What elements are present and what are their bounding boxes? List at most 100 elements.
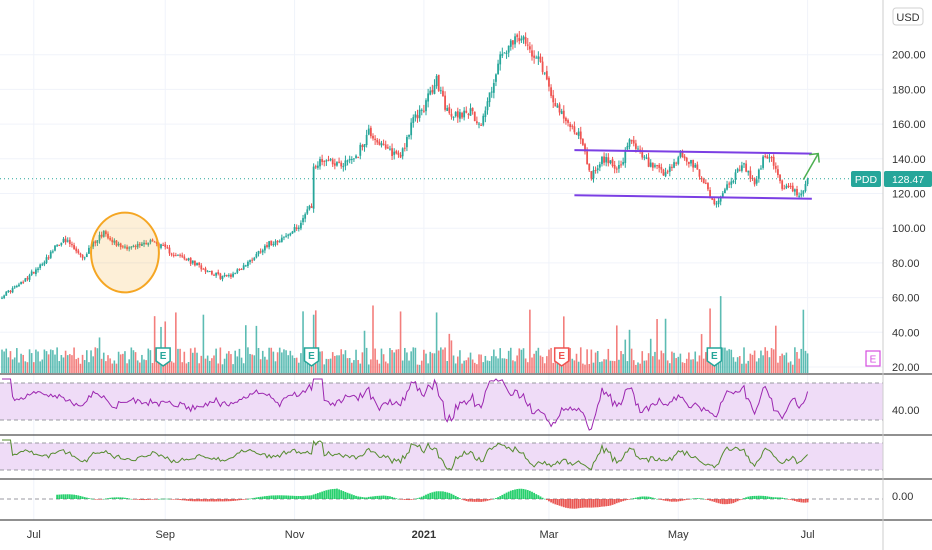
candle-body bbox=[598, 164, 601, 168]
macd-bar bbox=[660, 499, 663, 500]
volume-bar bbox=[348, 358, 351, 373]
candle-body bbox=[613, 164, 616, 169]
macd-bar bbox=[393, 497, 396, 499]
volume-bar bbox=[495, 356, 497, 373]
candle-body bbox=[147, 242, 150, 245]
candle-body bbox=[664, 172, 667, 177]
volume-bar bbox=[459, 350, 461, 373]
channel-upper-line[interactable] bbox=[574, 149, 812, 155]
earnings-marker-label: E bbox=[711, 351, 718, 362]
osc-line bbox=[2, 439, 808, 471]
volume-bar bbox=[645, 360, 648, 373]
macd-bar bbox=[115, 497, 118, 499]
candle-body bbox=[531, 50, 533, 57]
volume-bar bbox=[465, 360, 468, 373]
volume-bar bbox=[155, 354, 158, 373]
candle-body bbox=[83, 257, 86, 259]
macd-bar bbox=[166, 498, 169, 500]
candle-body bbox=[427, 93, 430, 102]
volume-bar bbox=[26, 362, 29, 373]
channel-lower-line[interactable] bbox=[574, 194, 812, 200]
candle-body bbox=[435, 76, 438, 87]
candle-body bbox=[225, 274, 228, 276]
candle-body bbox=[448, 107, 451, 114]
macd-bar bbox=[227, 499, 230, 502]
macd-bar bbox=[605, 499, 608, 507]
candle-body bbox=[11, 288, 14, 293]
candle-body bbox=[244, 265, 247, 267]
volume-bar bbox=[592, 362, 595, 373]
macd-bar bbox=[755, 495, 758, 499]
candle-body bbox=[634, 143, 637, 149]
macd-bar bbox=[121, 497, 124, 499]
volume-bar bbox=[13, 357, 16, 373]
candle-body bbox=[247, 261, 249, 266]
earnings-marker-label: E bbox=[558, 351, 565, 362]
macd-bar bbox=[626, 499, 629, 500]
candle-body bbox=[626, 145, 629, 150]
macd-bar bbox=[204, 499, 207, 502]
candle-body bbox=[3, 295, 6, 298]
volume-bar bbox=[259, 359, 262, 373]
candle-body bbox=[272, 244, 275, 246]
arrow-shaft bbox=[802, 153, 819, 180]
volume-bar bbox=[208, 360, 211, 373]
candle-body bbox=[505, 52, 508, 54]
volume-bar bbox=[321, 351, 323, 373]
macd-bar bbox=[450, 493, 453, 499]
candle-body bbox=[234, 273, 237, 275]
macd-tick-label: 0.00 bbox=[892, 491, 913, 503]
candle-body bbox=[304, 214, 307, 219]
volume-bar bbox=[552, 362, 554, 373]
candle-body bbox=[194, 260, 196, 266]
volume-bar bbox=[758, 358, 760, 373]
projection-arrow[interactable] bbox=[802, 152, 820, 180]
candle-body bbox=[609, 160, 612, 164]
macd-bar bbox=[565, 499, 567, 508]
candle-body bbox=[336, 162, 338, 166]
volume-bar bbox=[308, 359, 311, 373]
candle-body bbox=[227, 275, 230, 277]
candle-body bbox=[283, 236, 285, 238]
macd-bar bbox=[170, 499, 173, 500]
earnings-marker-shape bbox=[155, 347, 171, 367]
macd-bar bbox=[588, 499, 591, 508]
candle-body bbox=[743, 163, 745, 165]
macd-bar bbox=[526, 490, 529, 499]
volume-bar bbox=[37, 351, 39, 373]
macd-bar bbox=[113, 497, 116, 499]
volume-bar bbox=[45, 351, 48, 373]
macd-histogram-pane[interactable] bbox=[0, 488, 883, 509]
macd-bar bbox=[628, 499, 631, 500]
macd-bar bbox=[427, 493, 430, 499]
volume-bar bbox=[711, 364, 713, 373]
macd-bar bbox=[147, 499, 150, 500]
macd-bar bbox=[219, 499, 222, 502]
rsi-pane[interactable] bbox=[0, 378, 883, 431]
candle-body bbox=[18, 284, 20, 287]
candle-body bbox=[535, 57, 538, 59]
currency-button[interactable]: USD bbox=[892, 7, 924, 26]
candle-body bbox=[179, 254, 181, 256]
volume-bar bbox=[107, 355, 109, 373]
highlight-ellipse[interactable] bbox=[90, 211, 160, 294]
candle-body bbox=[567, 120, 569, 123]
candle-body bbox=[130, 246, 133, 248]
price-axis[interactable]: 200.00 180.00 160.00 140.00 120.00 100.00 80.0… bbox=[892, 12, 926, 503]
macd-bar bbox=[342, 491, 345, 499]
volume-bar bbox=[522, 348, 525, 373]
candle-body bbox=[444, 95, 446, 110]
candle-body bbox=[480, 124, 483, 126]
macd-bar bbox=[452, 494, 455, 499]
volume-bar bbox=[228, 351, 230, 373]
time-tick-label: Jul bbox=[801, 529, 815, 541]
volume-bar bbox=[567, 360, 569, 373]
candle-body bbox=[594, 170, 597, 172]
oscillator-pane[interactable] bbox=[0, 439, 883, 471]
macd-bar bbox=[603, 499, 605, 507]
time-axis[interactable]: Jul Sep Nov 2021 Mar May Jul bbox=[27, 529, 815, 541]
earnings-axis-marker[interactable]: E bbox=[865, 350, 881, 367]
macd-bar bbox=[558, 499, 561, 506]
